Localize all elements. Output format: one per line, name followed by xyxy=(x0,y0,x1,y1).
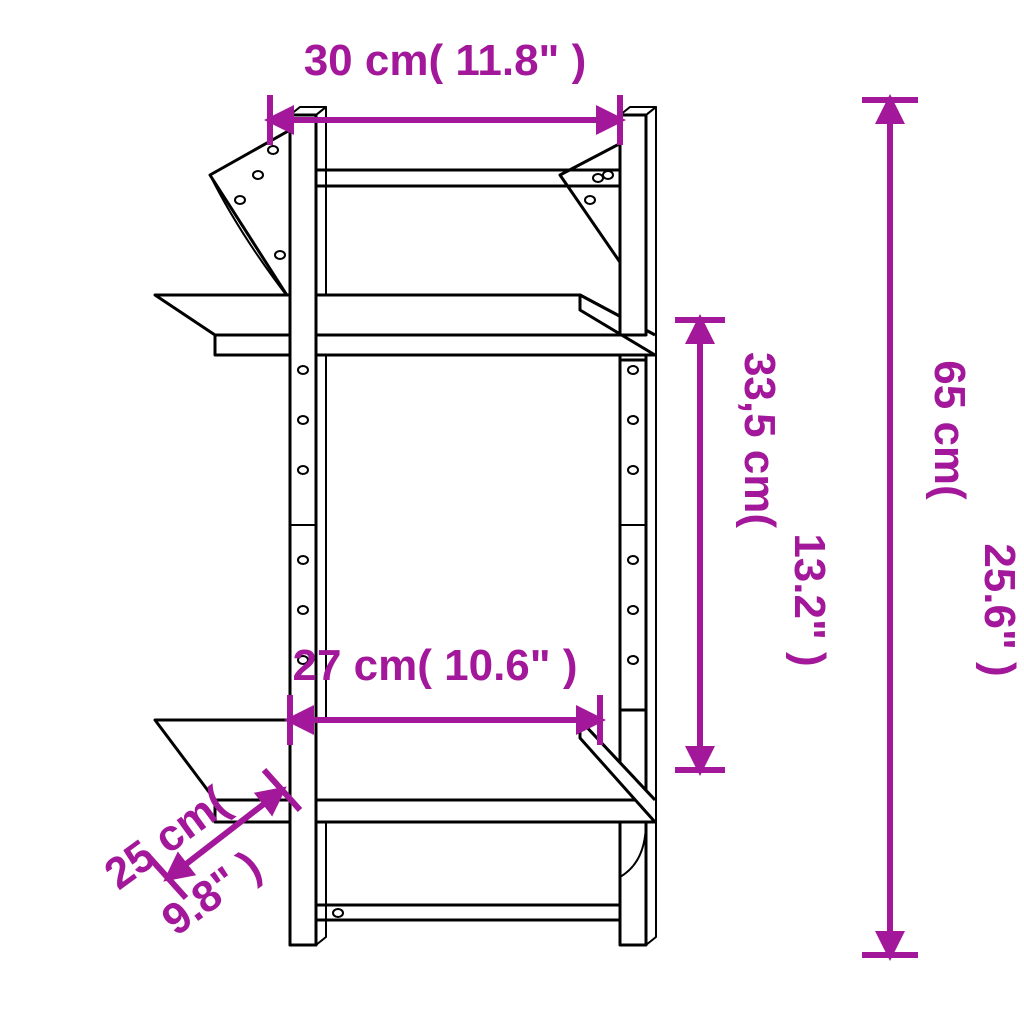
dim-mid-height-label-in: 13.2" ) xyxy=(785,533,834,666)
dim-top-width-label: 30 cm( 11.8" ) xyxy=(304,36,587,85)
dim-right-height-label-in: 25.6" ) xyxy=(975,543,1024,676)
dim-shelf-width-label: 27 cm( 10.6" ) xyxy=(292,641,577,690)
upper-shelf xyxy=(155,295,655,410)
dim-top-width: 30 cm( 11.8" ) xyxy=(270,36,620,145)
dim-mid-height-label-cm: 33,5 cm( xyxy=(735,352,784,528)
top-bracket-left xyxy=(210,130,290,300)
dim-depth: 25 cm( 9.8" ) xyxy=(96,770,300,945)
dim-right-height-label-cm: 65 cm( xyxy=(925,360,974,500)
dim-mid-height: 33,5 cm( 13.2" ) xyxy=(675,320,834,770)
dim-right-height: 65 cm( 25.6" ) xyxy=(862,100,1024,955)
bottom-rail xyxy=(316,905,620,920)
